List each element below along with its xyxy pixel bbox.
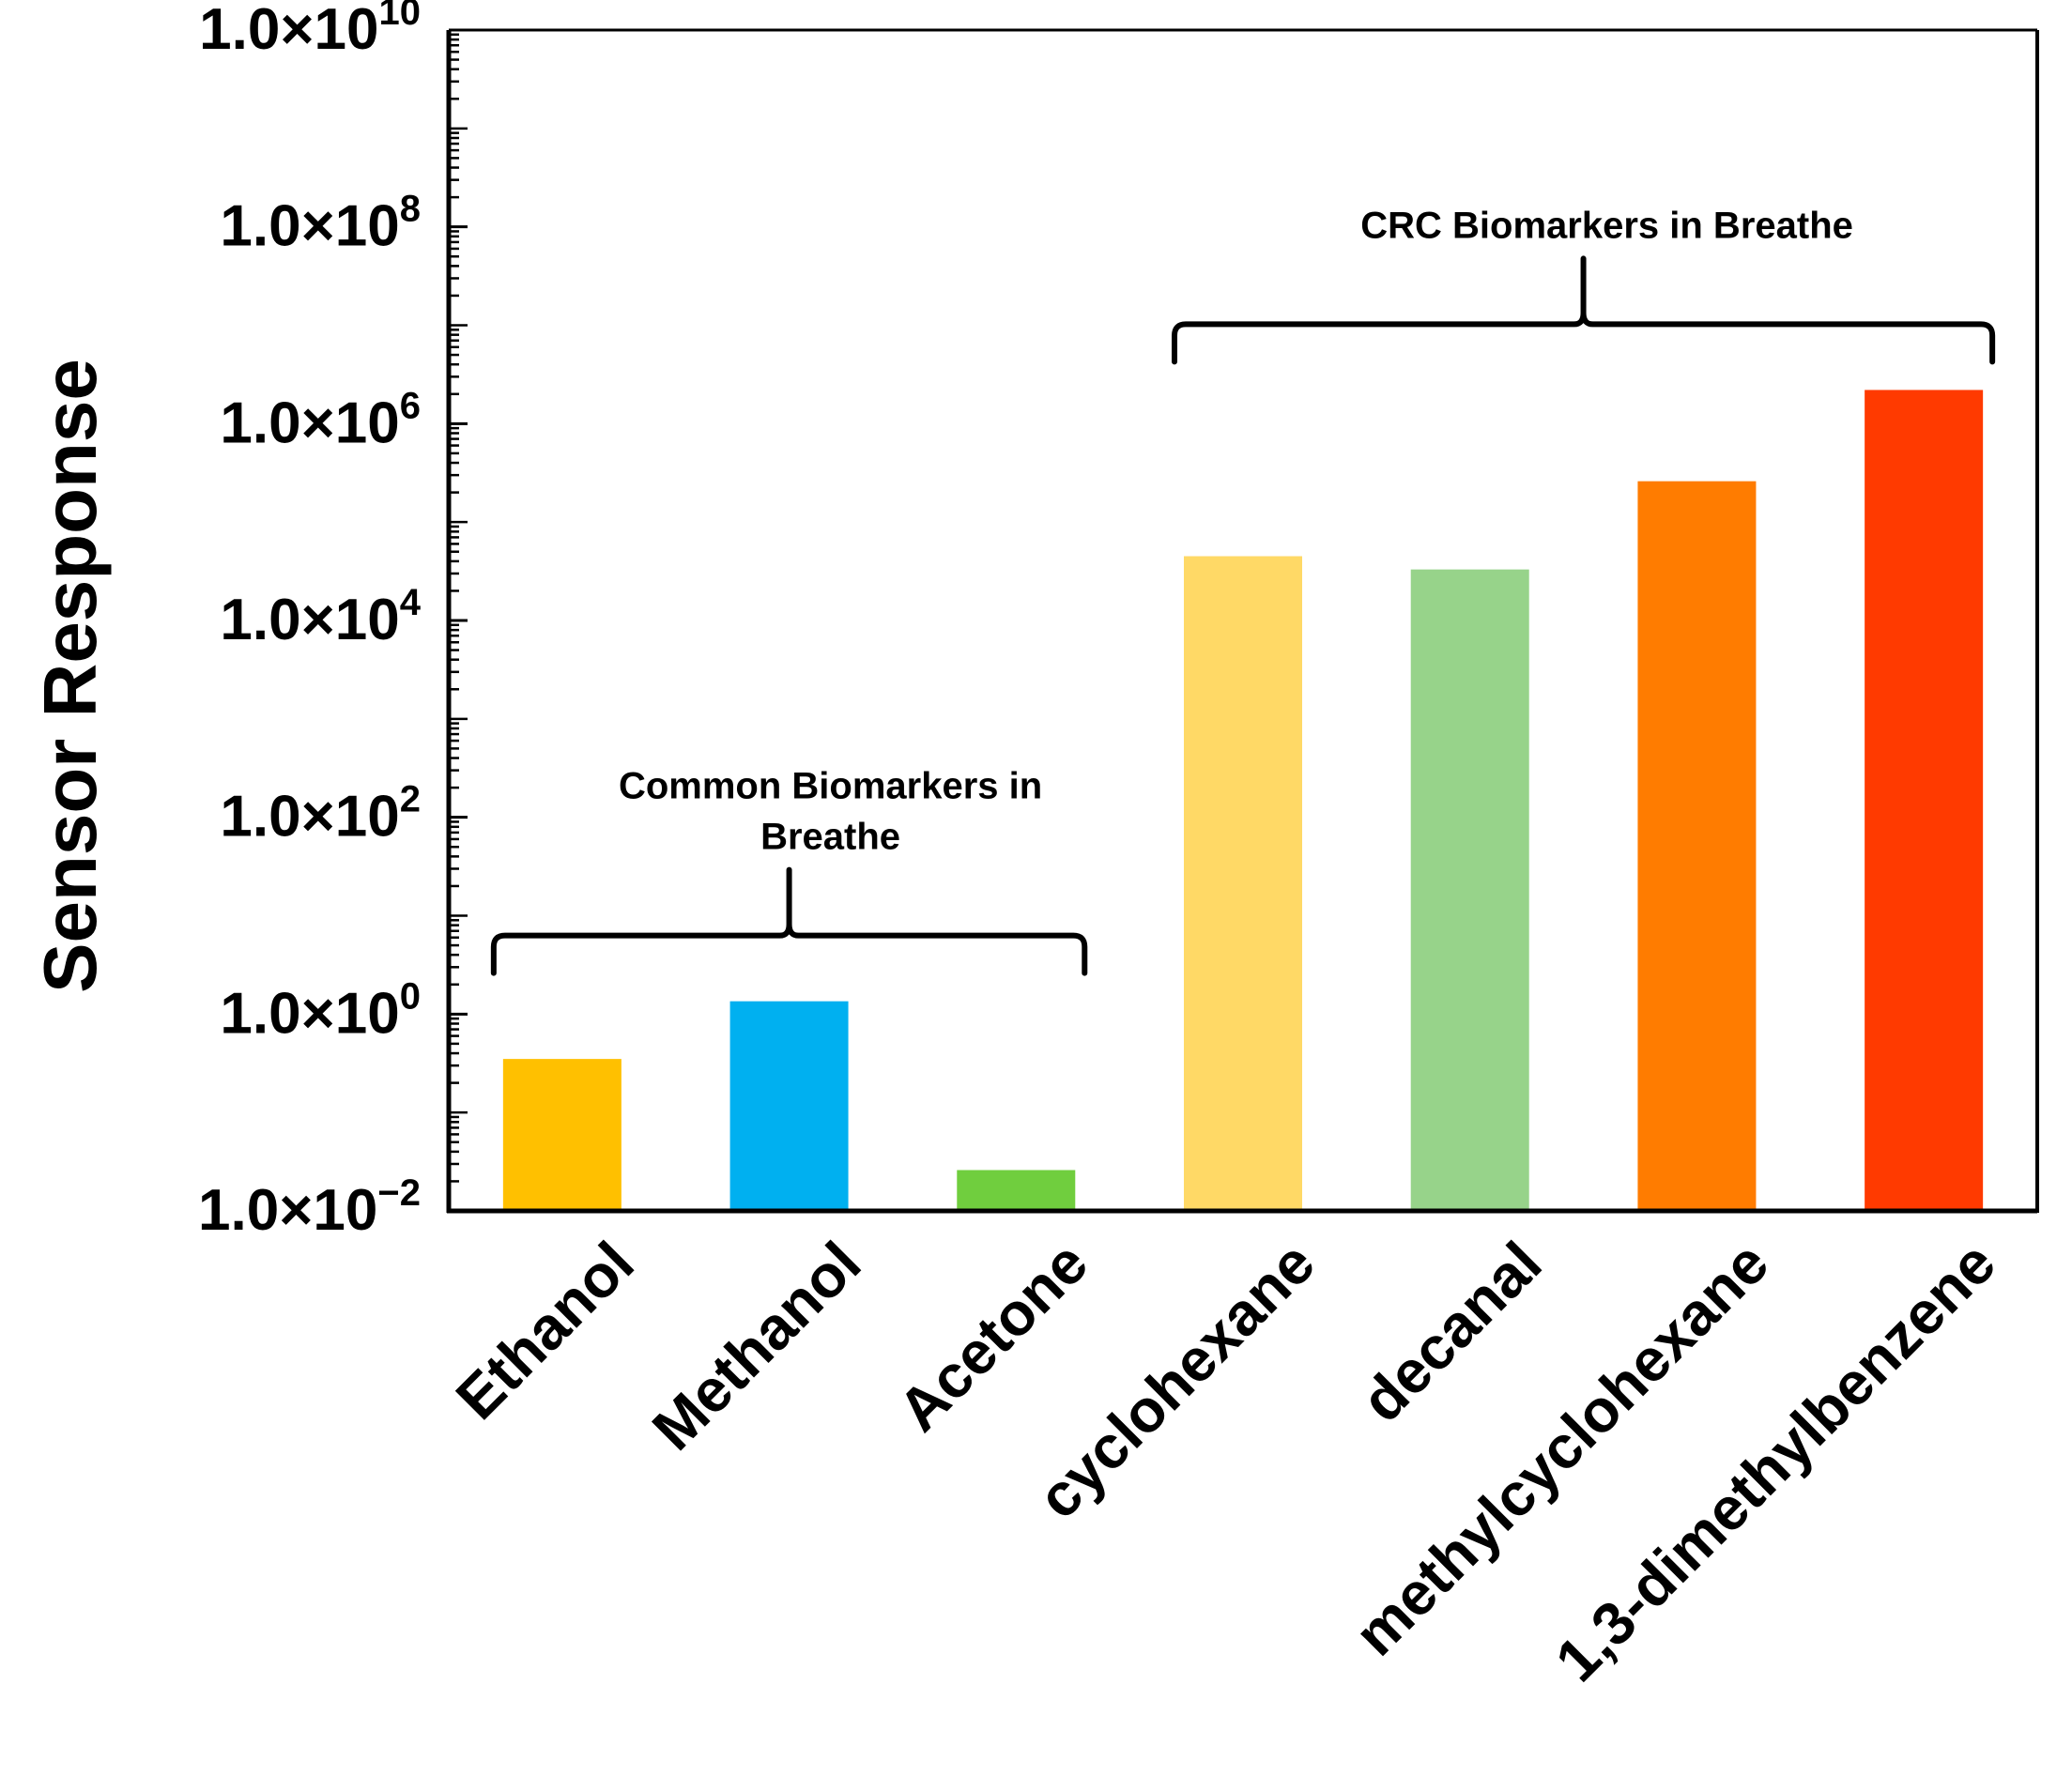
y-tick-exponent: −2 — [377, 1172, 421, 1214]
bar-methylcyclohexane — [1637, 481, 1757, 1211]
bar-decanal — [1410, 569, 1529, 1211]
y-tick-mantissa: 1.0×10 — [220, 390, 399, 455]
x-tick-label: Methanol — [639, 1229, 874, 1463]
x-tick-label: 1,3-dimethylbenzene — [1542, 1229, 2008, 1694]
y-tick-mantissa: 1.0×10 — [220, 785, 399, 850]
bar-ethanol — [502, 1059, 622, 1211]
y-tick-label: 1.0×1010 — [199, 0, 421, 62]
x-tick-label: Acetone — [885, 1229, 1100, 1444]
y-tick-label: 1.0×108 — [220, 189, 421, 259]
y-tick-mantissa: 1.0×10 — [220, 194, 399, 259]
x-tick-label: methylcyclohexane — [1342, 1229, 1781, 1668]
y-tick-mantissa: 1.0×10 — [199, 0, 378, 62]
y-tick-label: 1.0×10−2 — [198, 1172, 421, 1243]
y-tick-mantissa: 1.0×10 — [220, 981, 399, 1046]
y-axis-title: Sensor Response — [28, 359, 112, 993]
group-label: Common Biomarkers in — [619, 766, 1042, 807]
y-tick-exponent: 0 — [400, 975, 421, 1017]
y-tick-label: 1.0×102 — [220, 779, 421, 850]
y-tick-mantissa: 1.0×10 — [220, 588, 399, 652]
y-tick-exponent: 4 — [400, 582, 422, 623]
y-tick-mantissa: 1.0×10 — [198, 1178, 377, 1243]
y-tick-exponent: 10 — [379, 0, 422, 33]
bar-methanol — [729, 1001, 849, 1211]
y-tick-exponent: 2 — [400, 779, 421, 820]
bar-1-3-dimethylbenzene — [1865, 390, 1984, 1211]
bars — [502, 390, 1984, 1211]
bar-cyclohexane — [1184, 556, 1302, 1211]
y-tick-exponent: 6 — [400, 385, 421, 426]
group-bracket — [490, 866, 1088, 976]
bar-acetone — [957, 1170, 1076, 1211]
y-tick-label: 1.0×100 — [220, 975, 421, 1046]
y-tick-label: 1.0×104 — [220, 582, 421, 652]
plot-frame — [446, 28, 2039, 1214]
group-label: Breathe — [760, 817, 900, 858]
y-tick-exponent: 8 — [400, 189, 421, 230]
group-brackets: Common Biomarkers in Breathe CRC Biomarker… — [490, 205, 1996, 976]
x-tick-label: decanal — [1348, 1229, 1554, 1434]
group-label: CRC Biomarkers in Breathe — [1360, 205, 1853, 246]
group-bracket — [1172, 255, 1996, 365]
y-axis: 1.0×10101.0×1081.0×1061.0×1041.0×1021.0×… — [198, 0, 468, 1243]
y-tick-label: 1.0×106 — [220, 385, 421, 455]
x-tick-label: Ethanol — [443, 1229, 647, 1432]
